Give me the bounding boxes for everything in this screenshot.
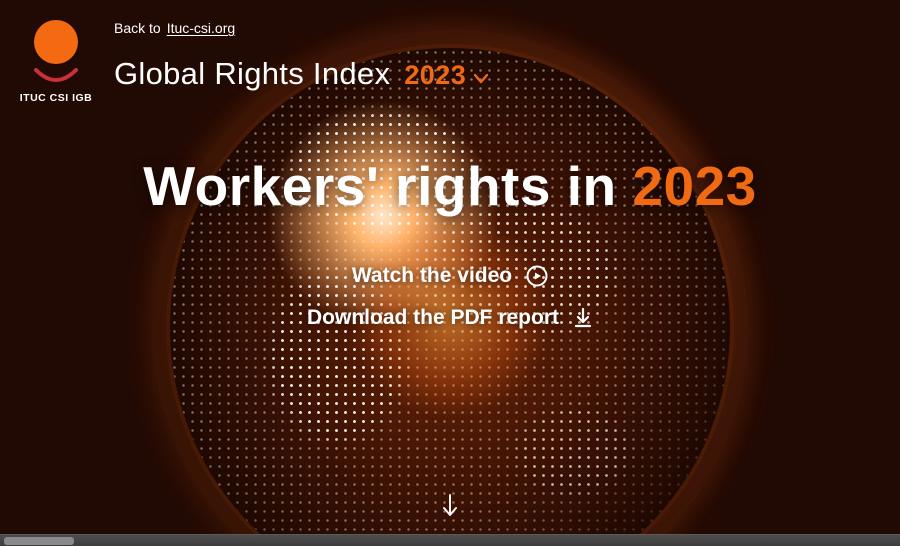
chevron-down-icon — [474, 60, 488, 91]
cta-group: Watch the video Download the PDF report — [307, 264, 593, 330]
year-dropdown-label: 2023 — [404, 60, 466, 91]
arrow-down-icon — [440, 506, 460, 523]
watch-video-label: Watch the video — [352, 264, 512, 288]
hero-title: Workers' rights in 2023 — [143, 158, 757, 216]
horizontal-scrollbar[interactable] — [0, 534, 900, 546]
hero-title-prefix: Workers' rights in — [143, 155, 616, 217]
site-title: Global Rights Index — [114, 56, 390, 92]
watch-video-button[interactable]: Watch the video — [352, 264, 548, 288]
brand-logo[interactable]: ITUC CSI IGB — [20, 20, 92, 104]
back-link-prefix: Back to — [114, 20, 161, 36]
play-circle-icon — [526, 265, 548, 287]
top-bar: ITUC CSI IGB Back to Ituc-csi.org Global… — [0, 0, 900, 104]
brand-abbrev: ITUC CSI IGB — [20, 92, 93, 104]
download-report-button[interactable]: Download the PDF report — [307, 306, 593, 330]
logo-dot-icon — [34, 20, 78, 64]
hero-title-year: 2023 — [632, 155, 756, 217]
download-icon — [573, 307, 593, 329]
logo-arc-icon — [32, 68, 80, 84]
back-link-target: Ituc-csi.org — [167, 20, 235, 36]
back-link[interactable]: Back to Ituc-csi.org — [114, 20, 235, 36]
download-report-label: Download the PDF report — [307, 306, 559, 330]
year-dropdown[interactable]: 2023 — [404, 60, 488, 91]
site-title-row: Global Rights Index 2023 — [114, 56, 874, 92]
scroll-down-hint[interactable] — [440, 493, 460, 524]
